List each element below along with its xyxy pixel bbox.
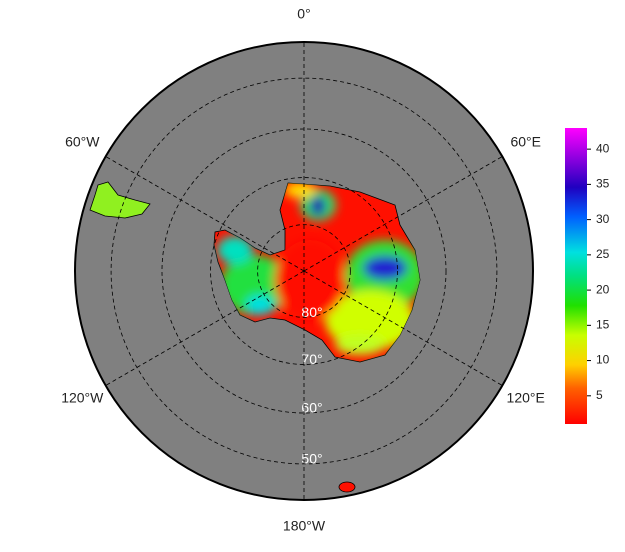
colorbar-tick-label: 35: [596, 177, 610, 191]
meridian: [303, 270, 503, 386]
meridian-label: 120°E: [507, 390, 545, 406]
parallel: [257, 224, 351, 318]
colorbar-tick-label: 10: [596, 353, 610, 367]
land: [89, 181, 421, 493]
colorbar: [565, 128, 587, 424]
colorbar-tick-label: 25: [596, 247, 610, 261]
meridian-label: 0°: [297, 6, 310, 22]
colorbar-tick-label: 20: [596, 282, 610, 296]
meridian: [105, 270, 305, 386]
parallel-label: 50°: [301, 451, 322, 467]
parallel-label: 70°: [301, 351, 322, 367]
meridian-label: 60°E: [510, 134, 541, 150]
meridian-label: 60°W: [65, 134, 100, 150]
meridian-label: 120°W: [61, 390, 104, 406]
colorbar-tick-label: 5: [596, 388, 603, 402]
parallel-label: 60°: [301, 400, 322, 416]
colorbar-tick-label: 40: [596, 141, 610, 155]
meridian: [303, 156, 503, 272]
parallel: [210, 177, 398, 365]
colorbar-tick-label: 15: [596, 318, 610, 332]
meridian: [105, 156, 305, 272]
colorbar-tick-label: 30: [596, 212, 610, 226]
meridian-label: 180°W: [283, 518, 326, 534]
parallel-label: 80°: [301, 304, 322, 320]
